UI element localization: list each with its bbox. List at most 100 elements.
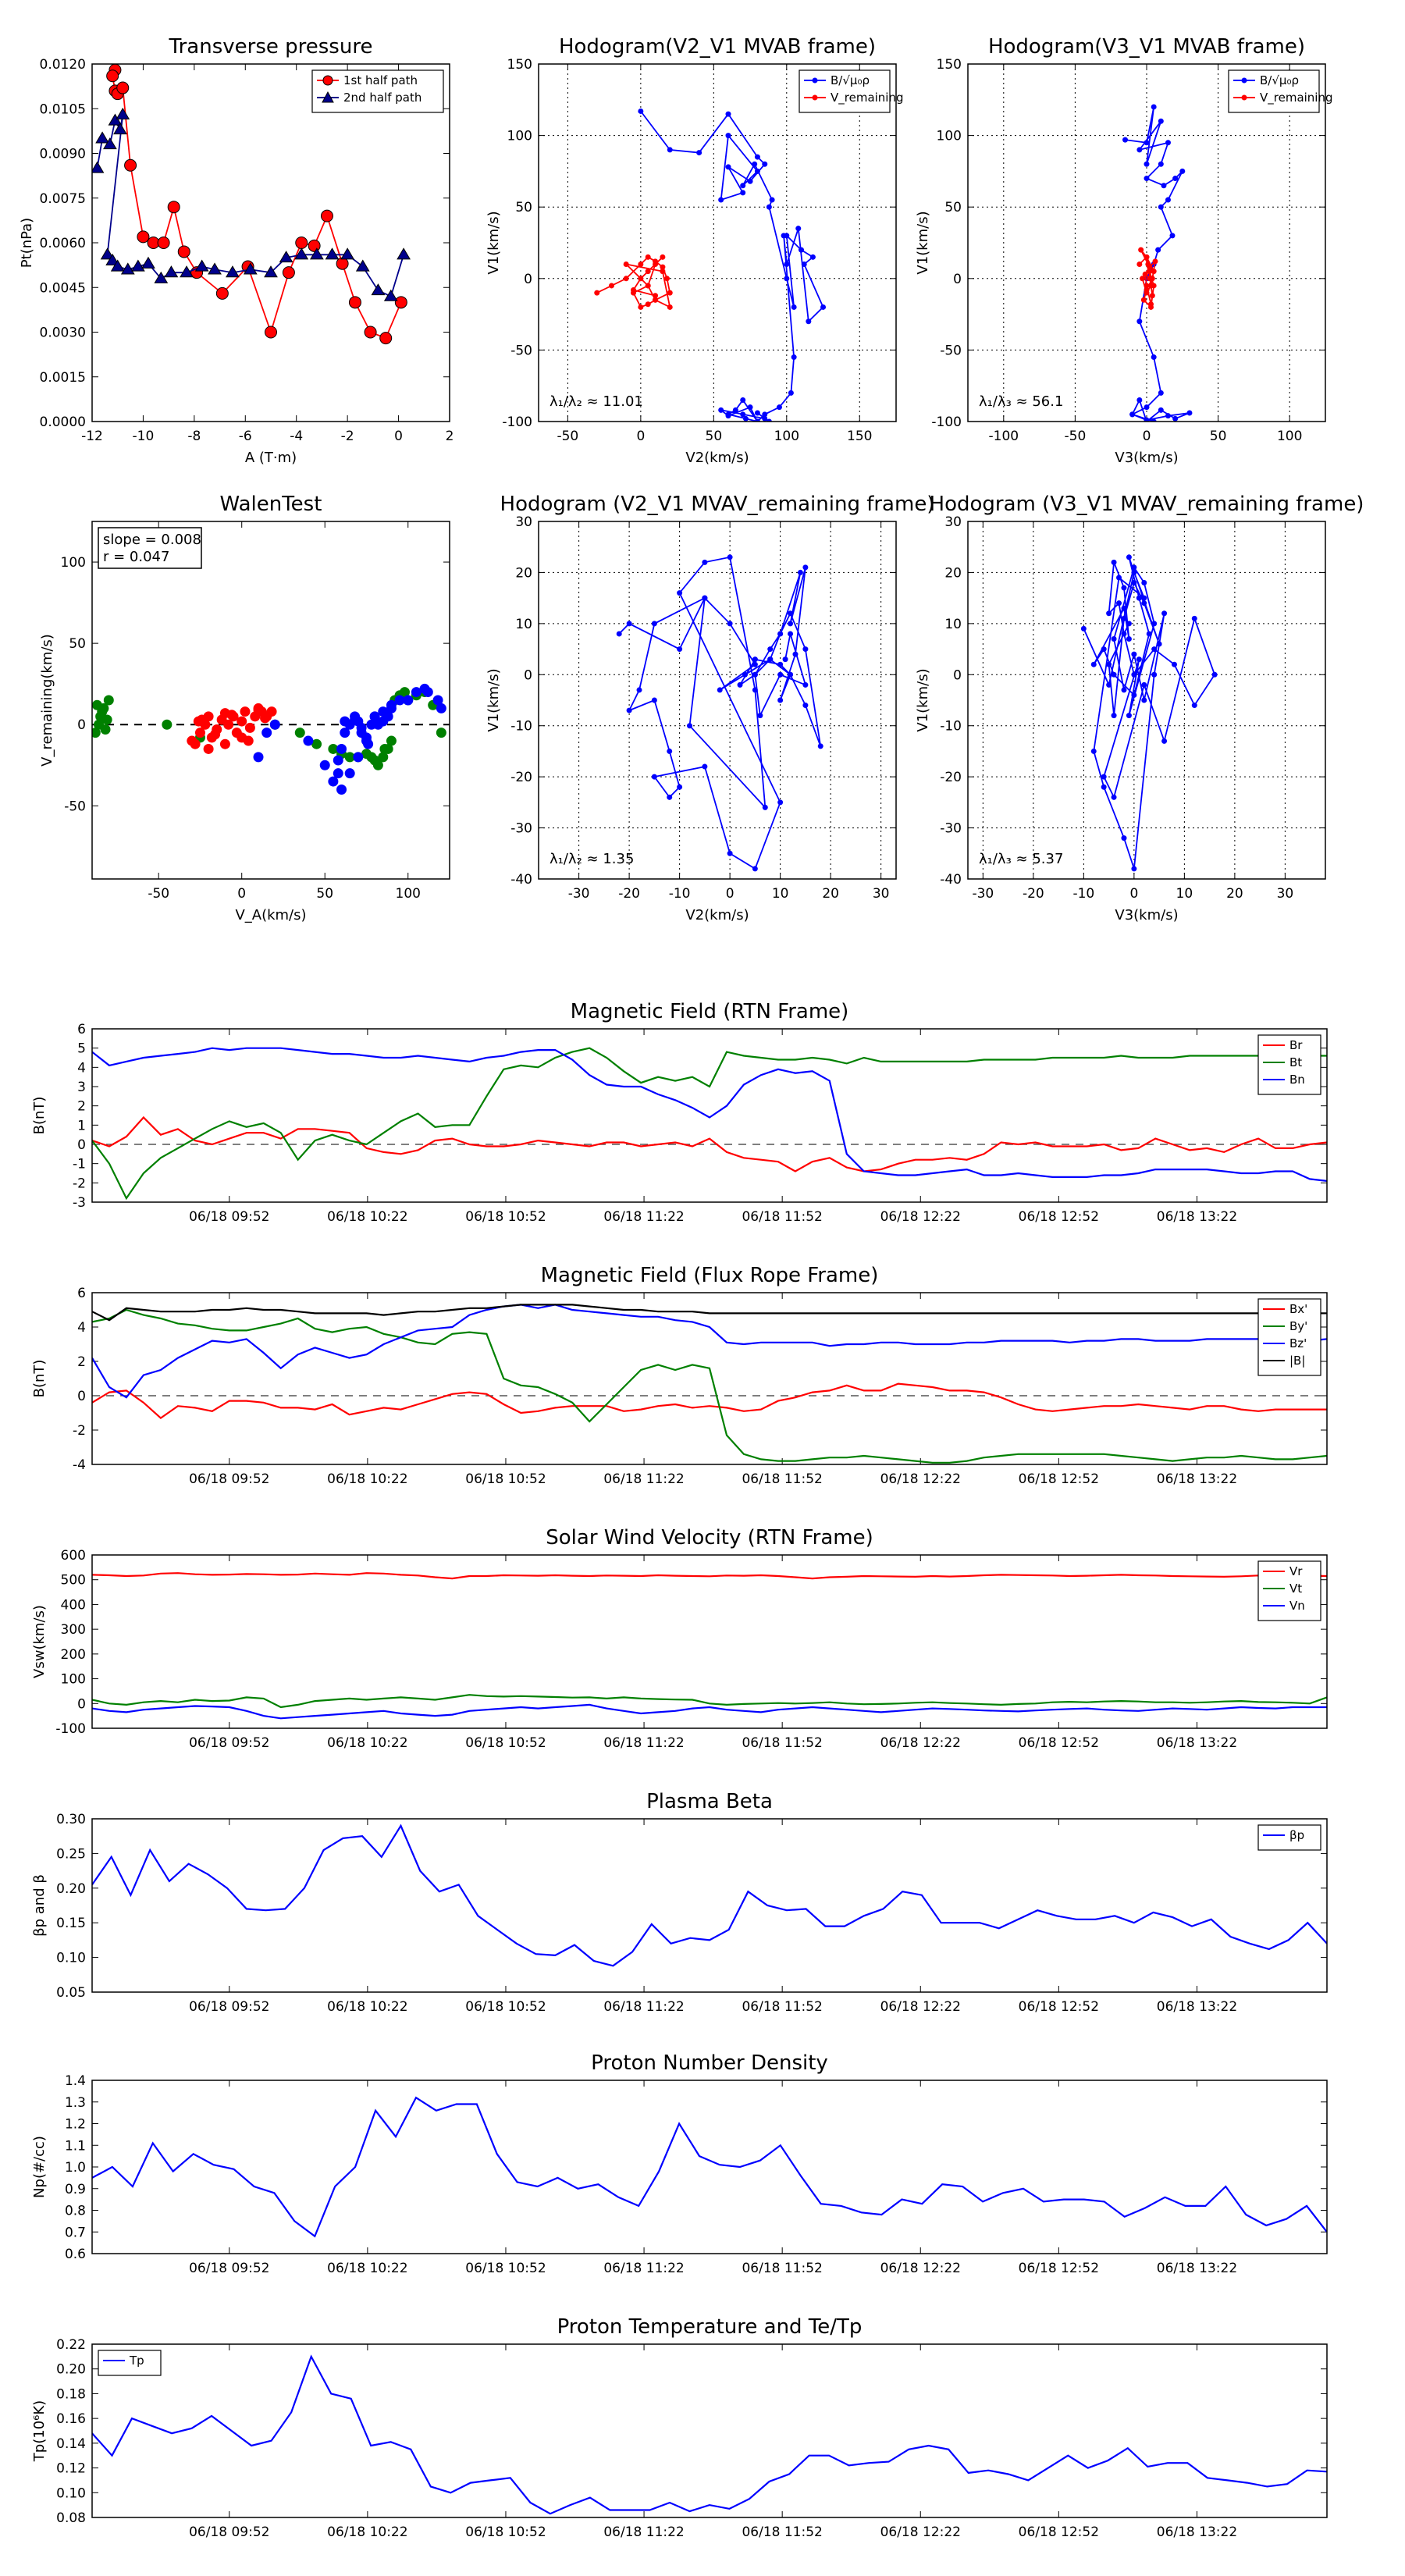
y-tick-label: 3 [77,1080,86,1095]
data-point [797,569,803,575]
data-point [742,671,748,678]
y-tick-label: 0 [953,667,962,683]
data-point [1144,417,1150,422]
y-tick-label: 0 [953,272,962,287]
data-point [667,794,673,800]
legend-box [1228,69,1320,113]
data-point [1136,318,1143,325]
data-point [1136,595,1142,601]
data-point [788,621,794,627]
x-tick-label: 20 [822,886,839,902]
y-tick-label: 300 [61,1622,86,1638]
x-tick-label: -50 [557,429,578,444]
data-point [1141,600,1147,607]
data-point [303,735,314,746]
data-point [737,681,743,688]
y-tick-label: 0 [524,272,532,287]
data-point [1211,671,1218,678]
data-point [1111,794,1117,800]
data-point [124,158,137,172]
y-tick-label: 0.0015 [40,370,86,386]
legend-label: Bn [1289,1073,1305,1087]
data-point [1147,269,1153,275]
series-line-0 [92,2354,1327,2515]
data-point [740,411,746,418]
x-tick-label: 06/18 09:52 [189,1999,269,2015]
series-line-3 [92,1304,1327,1322]
x-tick-label: -20 [618,886,640,902]
data-point [1161,183,1167,189]
data-point [717,687,723,693]
data-point [1151,671,1158,678]
x-tick-label: 06/18 10:22 [327,1735,407,1751]
data-point [1121,687,1127,693]
x-tick-label: -100 [989,429,1019,444]
legend-label: Br [1289,1038,1303,1052]
x-tick-label: 06/18 11:22 [603,1735,684,1751]
x-tick-label: 06/18 11:52 [742,2261,822,2276]
annotation-text: slope = 0.008 [103,532,201,548]
chart-panel-6: Magnetic Field (RTN Frame) 06/18 09:52 06/… [31,1000,1328,1225]
chart-title: Hodogram(V3_V1 MVAB frame) [988,35,1305,59]
data-point [260,713,271,724]
data-point [1111,635,1117,642]
data-point [788,390,794,396]
data-point [725,413,731,419]
y-tick-label: 20 [515,565,532,581]
data-point [1144,254,1150,260]
x-tick-label: 06/18 11:22 [603,1471,684,1487]
data-point [1146,631,1152,637]
y-tick-label: -10 [940,719,962,735]
x-tick-label: 06/18 11:52 [742,1209,822,1225]
legend-label: V_remaining [831,91,904,105]
x-axis-label: V_A(km/s) [235,907,306,923]
x-tick-label: 06/18 12:52 [1019,1999,1099,2015]
data-point [436,728,446,738]
y-tick-label: 0.9 [65,2182,86,2197]
annotation-box [98,527,202,569]
legend-label: Vn [1289,1599,1305,1613]
data-point [1090,748,1097,754]
legend-label: Vt [1289,1582,1302,1596]
x-tick-label: 100 [1277,429,1302,444]
x-tick-label: 06/18 12:22 [880,1999,961,2015]
y-tick-label: 0.0045 [40,280,86,296]
data-point [1158,118,1164,124]
data-point [677,590,683,596]
data-point [215,286,229,300]
data-point [1140,276,1146,282]
data-point [767,656,774,663]
y-tick-label: 0.0030 [40,326,86,341]
data-point [1142,271,1148,277]
data-point [397,247,411,260]
data-layer [1080,554,1218,872]
data-point [747,178,753,184]
x-tick-label: 06/18 10:22 [327,1471,407,1487]
plot-frame [967,63,1326,422]
data-point [105,253,120,265]
data-layer [92,1304,1327,1464]
data-point [631,286,637,293]
data-point [752,687,758,693]
data-point [1126,713,1132,719]
data-point [1111,713,1117,719]
data-point [732,407,738,413]
data-layer [92,2354,1327,2515]
plot-area [92,1555,1327,1728]
data-point [190,738,201,749]
data-point [167,201,180,214]
y-tick-label: -30 [940,821,962,837]
chart-title: Proton Number Density [591,2051,828,2075]
x-tick-label: 06/18 11:22 [603,2524,684,2540]
data-layer [92,683,446,795]
y-tick-label: 100 [61,1672,86,1688]
y-tick-label: 0.0000 [40,415,86,430]
data-point [727,621,733,627]
x-tick-label: 06/18 13:22 [1157,1999,1237,2015]
data-layer [92,1823,1327,1967]
legend-label: βp [1289,1828,1304,1842]
data-point [1122,137,1129,143]
data-point [328,776,339,787]
data-layer [92,2096,1327,2238]
data-point [295,237,308,249]
